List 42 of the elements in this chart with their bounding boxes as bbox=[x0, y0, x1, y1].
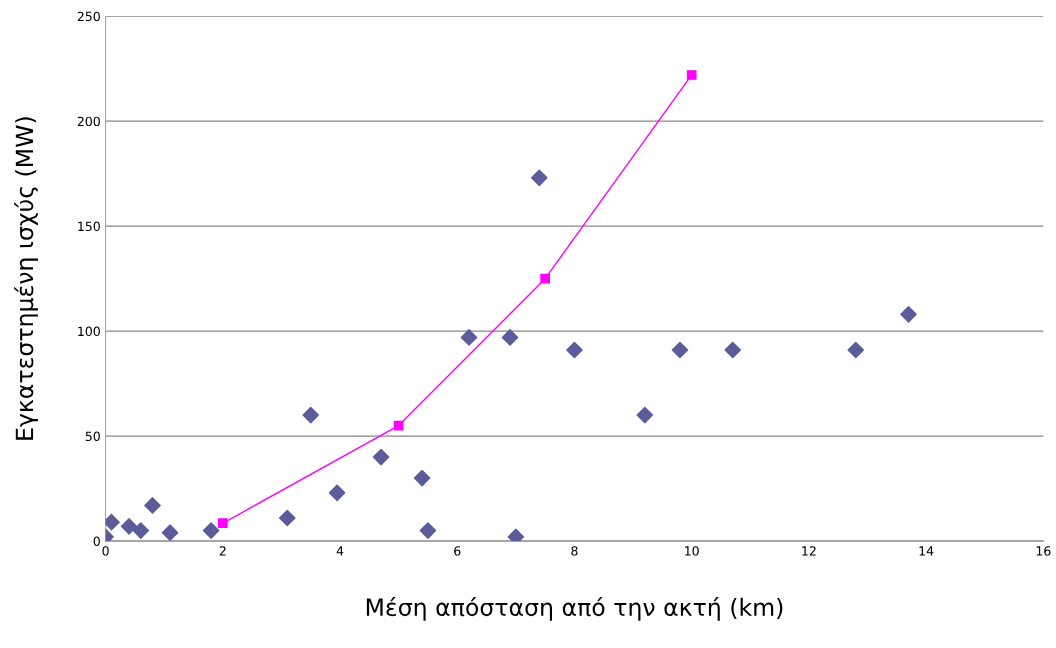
x-tick-label: 16 bbox=[1036, 546, 1051, 556]
point bbox=[530, 169, 548, 187]
point bbox=[671, 341, 689, 359]
x-tick-label: 4 bbox=[336, 546, 344, 556]
y-tick-label: 200 bbox=[77, 116, 100, 127]
x-axis-title: Μέση απόσταση από την ακτή (km) bbox=[366, 596, 783, 621]
point bbox=[372, 448, 390, 466]
x-tick-label: 8 bbox=[571, 546, 578, 556]
y-tick-label: 50 bbox=[85, 431, 100, 442]
point bbox=[900, 306, 917, 323]
point bbox=[144, 497, 161, 514]
point bbox=[507, 528, 525, 542]
x-tick-label: 2 bbox=[219, 546, 226, 556]
point bbox=[724, 341, 742, 359]
y-tick-label: 150 bbox=[78, 221, 100, 232]
point bbox=[419, 522, 437, 539]
point bbox=[566, 341, 583, 359]
point bbox=[540, 273, 551, 284]
point bbox=[686, 70, 697, 80]
y-axis-title: Εγκατεστημένη ισχύς (MW) bbox=[14, 117, 38, 440]
point bbox=[132, 522, 150, 539]
x-tick-label: 10 bbox=[685, 546, 699, 556]
point bbox=[278, 509, 296, 527]
point bbox=[217, 518, 228, 529]
point bbox=[636, 406, 654, 424]
point bbox=[460, 329, 478, 346]
x-tick-label: 12 bbox=[802, 546, 816, 556]
y-tick-label: 250 bbox=[77, 11, 100, 22]
point bbox=[161, 524, 179, 541]
y-tick-label: 0 bbox=[93, 536, 100, 547]
point bbox=[501, 329, 519, 346]
x-tick-label: 0 bbox=[102, 546, 109, 556]
y-tick-label: 100 bbox=[78, 326, 100, 337]
point bbox=[302, 406, 320, 424]
x-tick-label: 6 bbox=[454, 546, 461, 556]
point bbox=[393, 420, 404, 431]
point bbox=[413, 469, 431, 487]
point bbox=[120, 518, 138, 535]
point bbox=[202, 522, 220, 539]
x-tick-label: 14 bbox=[919, 546, 934, 556]
point bbox=[328, 484, 346, 502]
point bbox=[847, 341, 865, 359]
